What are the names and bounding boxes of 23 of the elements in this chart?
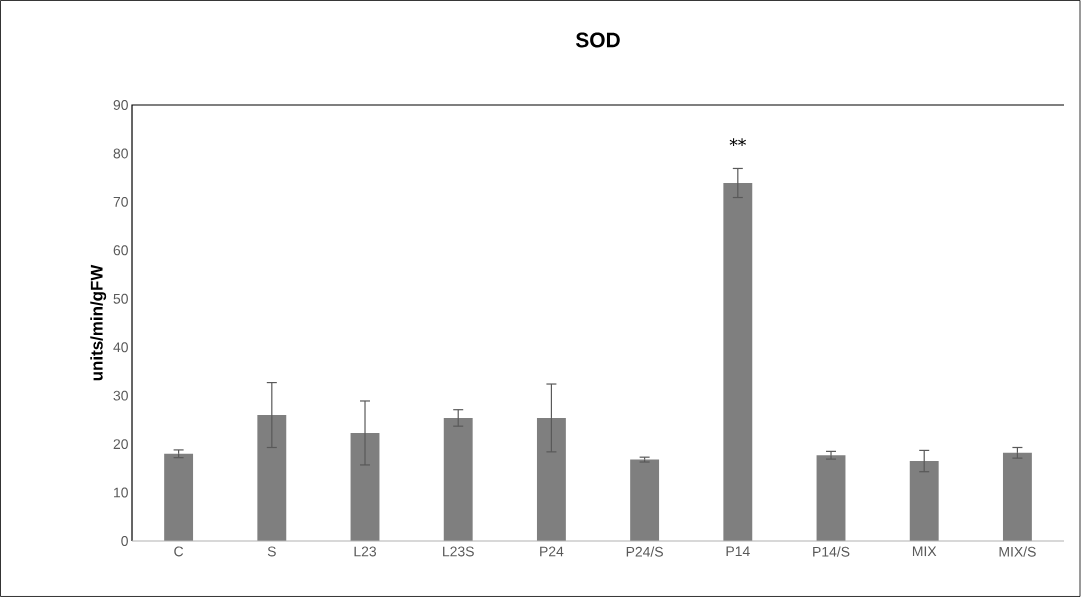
y-tick-label: 90	[113, 100, 128, 110]
x-tick-label: P24/S	[626, 546, 663, 557]
x-tick-label: L23S	[443, 546, 474, 557]
y-tick-label: 20	[113, 439, 128, 450]
x-tick-label: L23	[354, 546, 377, 557]
x-tick-label: P14	[726, 546, 750, 557]
y-tick-label: 70	[113, 196, 128, 207]
y-tick-label: 0	[121, 536, 128, 546]
y-axis-title: units/min/gFW	[90, 264, 107, 381]
x-tick-label: S	[267, 546, 276, 557]
x-tick-label: MIX/S	[999, 546, 1036, 557]
chart-title: SOD	[575, 32, 620, 48]
y-tick-label: 30	[113, 390, 128, 401]
x-tick-label: P24	[540, 546, 564, 557]
y-tick-label: 40	[113, 342, 128, 353]
x-tick-label: P14/S	[813, 546, 850, 557]
y-tick-label: 50	[113, 293, 128, 304]
y-tick-label: 80	[113, 148, 128, 159]
x-tick-label: MIX	[912, 546, 937, 557]
x-tick-label: C	[174, 546, 184, 557]
y-tick-label: 60	[113, 245, 128, 256]
annotation: **	[729, 138, 747, 147]
y-tick-label: 10	[114, 487, 128, 498]
